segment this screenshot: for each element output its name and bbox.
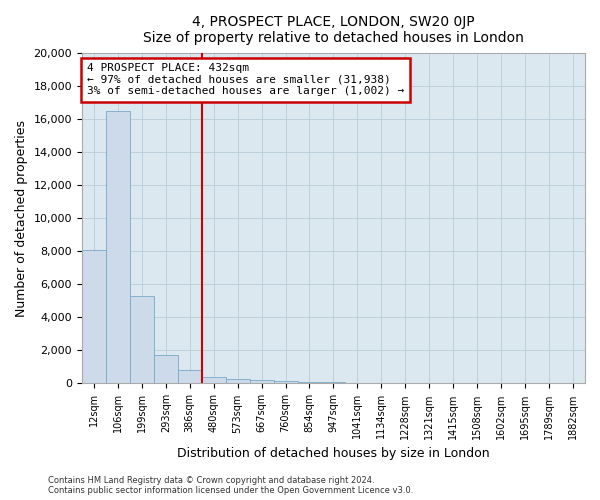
- Bar: [82, 250, 106, 384]
- Bar: [250, 380, 274, 384]
- X-axis label: Distribution of detached houses by size in London: Distribution of detached houses by size …: [177, 447, 490, 460]
- Title: 4, PROSPECT PLACE, LONDON, SW20 0JP
Size of property relative to detached houses: 4, PROSPECT PLACE, LONDON, SW20 0JP Size…: [143, 15, 524, 45]
- Bar: [106, 111, 130, 384]
- Bar: [226, 379, 250, 384]
- Bar: [202, 377, 226, 384]
- Bar: [322, 382, 346, 384]
- Bar: [274, 382, 298, 384]
- Y-axis label: Number of detached properties: Number of detached properties: [15, 120, 28, 317]
- Text: Contains HM Land Registry data © Crown copyright and database right 2024.
Contai: Contains HM Land Registry data © Crown c…: [48, 476, 413, 495]
- Bar: [178, 370, 202, 384]
- Bar: [154, 354, 178, 384]
- Bar: [130, 296, 154, 384]
- Text: 4 PROSPECT PLACE: 432sqm
← 97% of detached houses are smaller (31,938)
3% of sem: 4 PROSPECT PLACE: 432sqm ← 97% of detach…: [87, 63, 404, 96]
- Bar: [298, 382, 322, 384]
